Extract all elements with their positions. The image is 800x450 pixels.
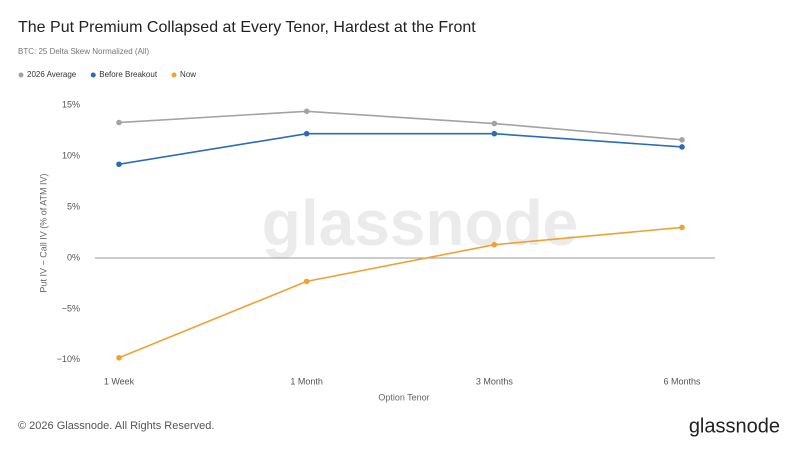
watermark: glassnode	[262, 187, 579, 259]
data-point	[116, 161, 122, 168]
x-tick-label: 6 Months	[663, 376, 701, 386]
chart-title: The Put Premium Collapsed at Every Tenor…	[18, 19, 476, 36]
series-line	[118, 110, 683, 141]
y-tick-label: 5%	[67, 201, 80, 211]
y-axis-label: Put IV − Call IV (% of ATM IV)	[38, 173, 48, 292]
data-point	[303, 278, 310, 285]
logo: glassnode	[689, 415, 780, 437]
data-point	[491, 130, 498, 137]
footer: © 2026 Glassnode. All Rights Reserved.	[18, 420, 214, 432]
data-point	[491, 120, 498, 127]
legend-label: Before Breakout	[99, 70, 158, 79]
x-tick-label: 1 Week	[104, 376, 135, 386]
y-tick-label: −10%	[57, 354, 80, 364]
data-point	[303, 108, 310, 115]
series-line	[118, 226, 683, 359]
chart-subtitle: BTC: 25 Delta Skew Normalized (All)	[18, 47, 149, 56]
data-point	[679, 137, 685, 143]
data-point	[303, 130, 310, 137]
x-tick-label: 1 Month	[290, 376, 323, 386]
data-point	[491, 241, 498, 248]
y-tick-label: 15%	[62, 100, 80, 110]
y-tick-label: 10%	[62, 150, 80, 160]
data-point	[116, 354, 122, 361]
y-tick-label: −5%	[62, 303, 80, 313]
legend-marker	[171, 72, 177, 78]
legend-marker	[18, 72, 24, 78]
data-point	[679, 144, 685, 150]
legend-marker	[90, 72, 96, 78]
x-axis-label: Option Tenor	[378, 392, 429, 402]
data-point	[679, 224, 685, 231]
legend-label: Now	[180, 70, 196, 79]
data-point	[116, 119, 122, 126]
y-tick-label: 0%	[67, 252, 80, 262]
x-tick-label: 3 Months	[476, 376, 514, 386]
legend-label: 2026 Average	[27, 70, 77, 79]
series-line	[118, 132, 683, 166]
